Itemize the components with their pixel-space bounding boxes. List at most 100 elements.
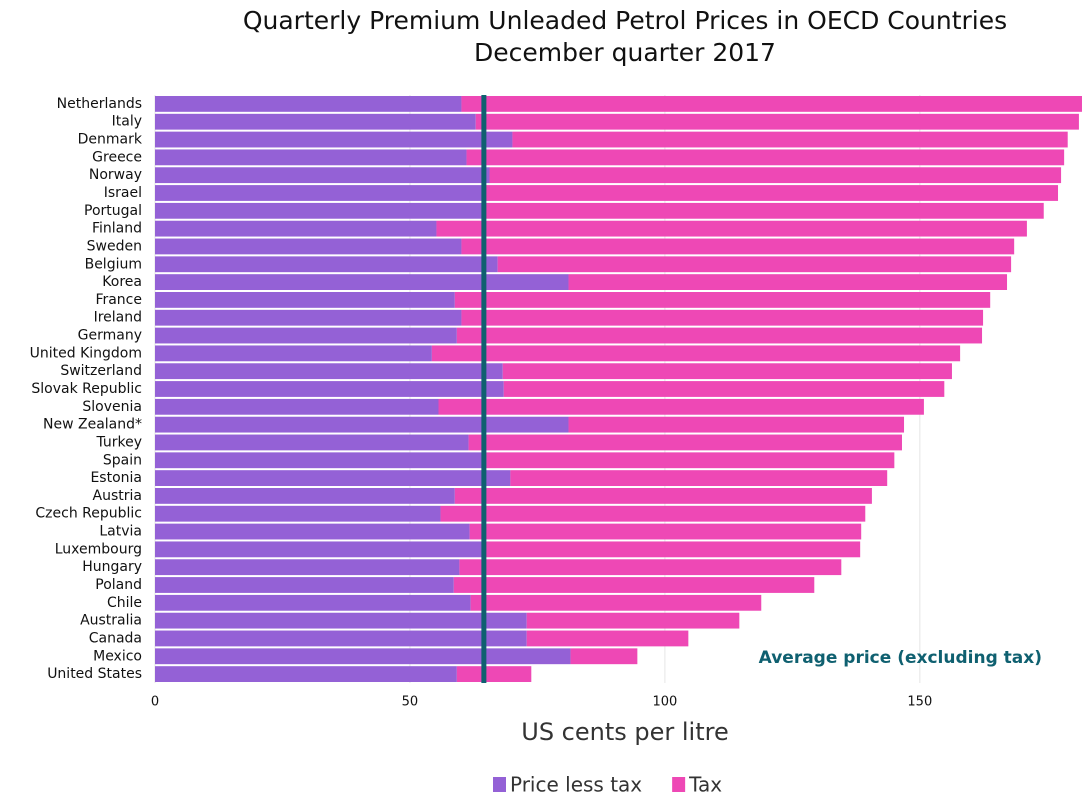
bar-segment (155, 488, 455, 504)
bar-segment (497, 256, 1012, 273)
bar-segment (512, 131, 1068, 148)
x-tick-label: 50 (402, 695, 419, 710)
bar-segment (155, 541, 484, 558)
bar-segment (483, 202, 1044, 219)
bar-segment (466, 149, 1065, 166)
y-tick-label: Denmark (78, 132, 143, 148)
bar-segment (155, 96, 462, 112)
bar-segment (461, 238, 1015, 255)
bar-segment (155, 381, 504, 397)
bar-segment (155, 559, 460, 576)
y-tick-label: Belgium (85, 256, 142, 272)
bar-segment (155, 523, 470, 540)
y-tick-label: United States (47, 666, 142, 682)
bar-segment (454, 292, 991, 308)
bar-segment (155, 167, 490, 184)
bar-segment (468, 434, 902, 451)
bar-segment (502, 363, 952, 380)
x-tick-label: 0 (151, 695, 159, 710)
bar-segment (456, 666, 532, 682)
bar-segment (155, 648, 571, 665)
y-tick-label: Estonia (90, 470, 142, 486)
bar-segment (155, 577, 454, 593)
bar-segment (155, 452, 487, 469)
y-tick-label: Austria (93, 488, 142, 504)
bar-segment (155, 398, 439, 415)
y-tick-label: Ireland (94, 310, 142, 326)
y-tick-label: Portugal (84, 203, 142, 219)
y-tick-label: Germany (78, 328, 142, 344)
y-tick-label: Luxembourg (55, 541, 142, 557)
bar-segment (155, 363, 503, 380)
bar-segment (155, 292, 455, 308)
bar-segment (461, 96, 1082, 112)
bar-segment (155, 612, 527, 629)
bar-segment (155, 220, 437, 237)
bar-segment (568, 274, 1008, 290)
bar-segment (155, 149, 467, 166)
bar-segment (489, 167, 1062, 184)
bar-segment (475, 113, 1079, 130)
chart-title: Quarterly Premium Unleaded Petrol Prices… (243, 6, 1007, 35)
legend-swatch (493, 777, 506, 792)
y-tick-label: Poland (95, 577, 142, 593)
bar-segment (459, 559, 842, 576)
y-tick-label: Latvia (99, 524, 142, 540)
bar-segment (155, 327, 457, 344)
bar-segment (155, 345, 432, 362)
y-tick-label: Slovak Republic (31, 381, 142, 397)
bar-segment (155, 594, 471, 611)
legend-label: Price less tax (510, 773, 642, 797)
y-tick-label: Turkey (95, 434, 142, 450)
x-tick-label: 100 (652, 695, 677, 710)
y-tick-label: Sweden (87, 238, 142, 254)
bar-segment (461, 309, 984, 326)
bar-segment (568, 416, 905, 433)
y-tick-label: United Kingdom (30, 345, 142, 361)
bar-segment (155, 131, 513, 148)
bar-segment (155, 238, 462, 255)
chart-subtitle: December quarter 2017 (474, 38, 776, 67)
bar-segment (155, 630, 527, 647)
y-tick-label: Israel (104, 185, 142, 201)
bar-segment (570, 648, 638, 665)
bar-segment (503, 381, 945, 397)
y-tick-label: Hungary (82, 559, 142, 575)
bar-segment (454, 488, 872, 504)
y-tick-label: Finland (92, 221, 142, 237)
bar-segment (470, 594, 762, 611)
annotation: Average price (excluding tax) (759, 648, 1042, 668)
y-tick-label: Czech Republic (35, 506, 142, 522)
y-tick-label: Chile (107, 595, 142, 611)
bar-segment (440, 505, 866, 522)
y-tick-label: Korea (102, 274, 142, 290)
bar-segment (155, 309, 462, 326)
bar-segment (431, 345, 961, 362)
bar-segment (155, 202, 484, 219)
bar-segment (155, 666, 457, 682)
y-tick-label: Italy (112, 114, 142, 130)
bar-segment (155, 470, 511, 486)
y-tick-label: Switzerland (60, 363, 142, 379)
legend-label: Tax (688, 773, 722, 797)
y-tick-label: Greece (92, 149, 142, 165)
bar-segment (486, 452, 895, 469)
bar-segment (155, 274, 569, 290)
bar-segment (436, 220, 1027, 237)
bar-segment (155, 256, 498, 273)
bar-segment (155, 416, 569, 433)
bar-segment (483, 185, 1059, 201)
y-tick-label: Mexico (93, 648, 142, 664)
y-tick-label: New Zealand* (43, 417, 142, 433)
bar-segment (510, 470, 888, 486)
y-tick-label: Spain (103, 452, 142, 468)
bar-segment (155, 505, 441, 522)
bar-segment (526, 612, 740, 629)
bar-segment (155, 434, 469, 451)
bar-segment (155, 113, 476, 130)
y-tick-label: Norway (89, 167, 142, 183)
x-tick-label: 150 (907, 695, 932, 710)
y-tick-label: France (95, 292, 142, 308)
legend-swatch (672, 777, 686, 792)
